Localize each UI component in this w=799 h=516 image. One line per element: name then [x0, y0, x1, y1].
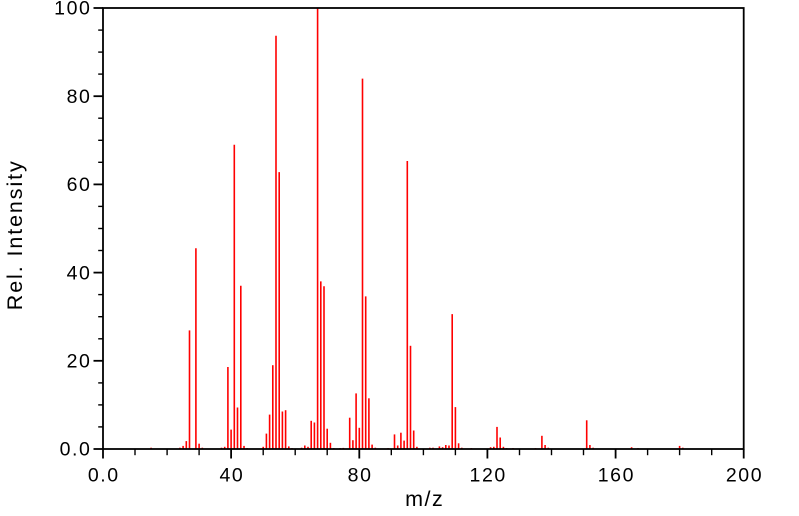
svg-text:40: 40: [219, 464, 244, 486]
svg-text:0.0: 0.0: [60, 439, 92, 461]
svg-text:120: 120: [470, 464, 507, 486]
svg-text:100: 100: [54, 0, 91, 20]
svg-text:200: 200: [726, 464, 763, 486]
svg-text:20: 20: [67, 351, 92, 373]
svg-text:Rel. Intensity: Rel. Intensity: [3, 159, 27, 310]
svg-text:160: 160: [598, 464, 635, 486]
svg-text:0.0: 0.0: [88, 464, 120, 486]
svg-text:40: 40: [67, 262, 92, 284]
svg-text:m/z: m/z: [405, 487, 444, 511]
svg-text:80: 80: [348, 464, 373, 486]
svg-text:80: 80: [67, 86, 92, 108]
svg-text:60: 60: [67, 174, 92, 196]
